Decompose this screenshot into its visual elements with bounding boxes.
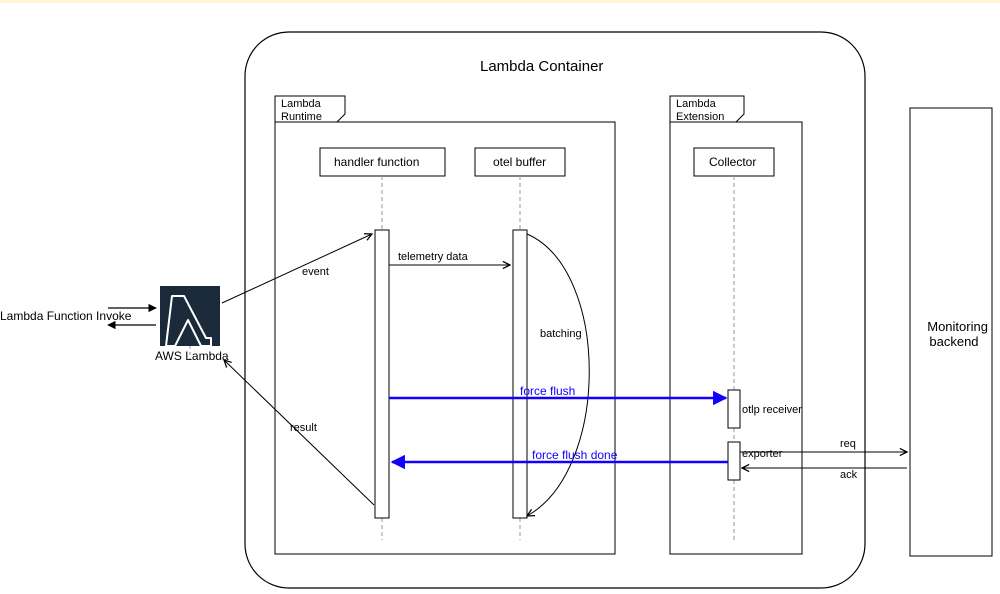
handler-function-label: handler function [334,155,419,169]
exporter-label: exporter [742,448,782,461]
lambda-runtime-label: Lambda Runtime [281,98,322,123]
force-flush-label: force flush [520,384,575,398]
telemetry-label: telemetry data [398,251,468,264]
otel-activation [513,230,527,518]
invoke-label: Lambda Function Invoke [0,309,131,323]
aws-lambda-label: AWS Lambda [155,349,229,363]
collector-activation-2 [728,442,740,480]
batching-label: batching [540,328,582,341]
collector-label: Collector [709,155,756,169]
lambda-extension-label: Lambda Extension [676,98,724,123]
diagram-canvas [0,0,1000,594]
otel-buffer-label: otel buffer [493,155,546,169]
batching-loop [527,234,589,516]
force-flush-done-label: force flush done [532,448,617,462]
monitoring-backend-label: Monitoring backend [920,303,988,350]
req-label: req [840,438,856,451]
ack-label: ack [840,469,857,482]
lambda-extension-box [670,122,802,554]
event-label: event [302,266,329,279]
handler-activation [375,230,389,518]
otlp-receiver-label: otlp receiver [742,404,802,417]
lambda-container-title: Lambda Container [480,58,603,76]
result-label: result [290,422,317,435]
collector-activation-1 [728,390,740,428]
